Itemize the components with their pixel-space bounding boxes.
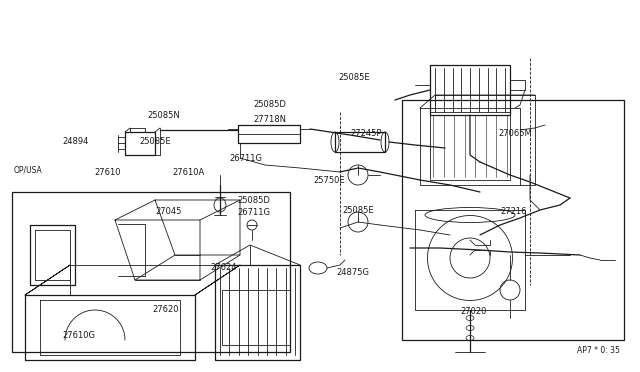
Text: 27045: 27045 bbox=[156, 207, 182, 216]
Text: 27620: 27620 bbox=[152, 305, 179, 314]
Bar bbox=[12, 192, 290, 352]
Text: 27065M: 27065M bbox=[498, 129, 532, 138]
Text: 25085D: 25085D bbox=[237, 196, 270, 205]
Text: 24875G: 24875G bbox=[336, 268, 369, 277]
Text: OP/USA: OP/USA bbox=[14, 166, 43, 175]
Text: 27610G: 27610G bbox=[63, 331, 96, 340]
Text: 27245P: 27245P bbox=[351, 129, 382, 138]
Text: 27610: 27610 bbox=[95, 169, 121, 177]
Text: 25085E: 25085E bbox=[342, 206, 374, 215]
Text: 25085N: 25085N bbox=[147, 111, 180, 120]
Text: 27610A: 27610A bbox=[173, 169, 205, 177]
Text: AP7 * 0: 35: AP7 * 0: 35 bbox=[577, 346, 620, 355]
Text: 24894: 24894 bbox=[63, 137, 89, 146]
Text: 27624: 27624 bbox=[210, 263, 236, 272]
Text: 27020: 27020 bbox=[461, 307, 487, 316]
Bar bbox=[402, 100, 624, 340]
Text: 27718N: 27718N bbox=[253, 115, 287, 124]
Text: 27216: 27216 bbox=[500, 207, 527, 216]
Text: 26711G: 26711G bbox=[229, 154, 262, 163]
Text: 25085E: 25085E bbox=[140, 137, 171, 146]
Text: 25085D: 25085D bbox=[253, 100, 286, 109]
Text: 25085E: 25085E bbox=[338, 73, 369, 81]
Text: 26711G: 26711G bbox=[237, 208, 271, 217]
Bar bbox=[222, 290, 290, 345]
Text: 25750E: 25750E bbox=[314, 176, 345, 185]
